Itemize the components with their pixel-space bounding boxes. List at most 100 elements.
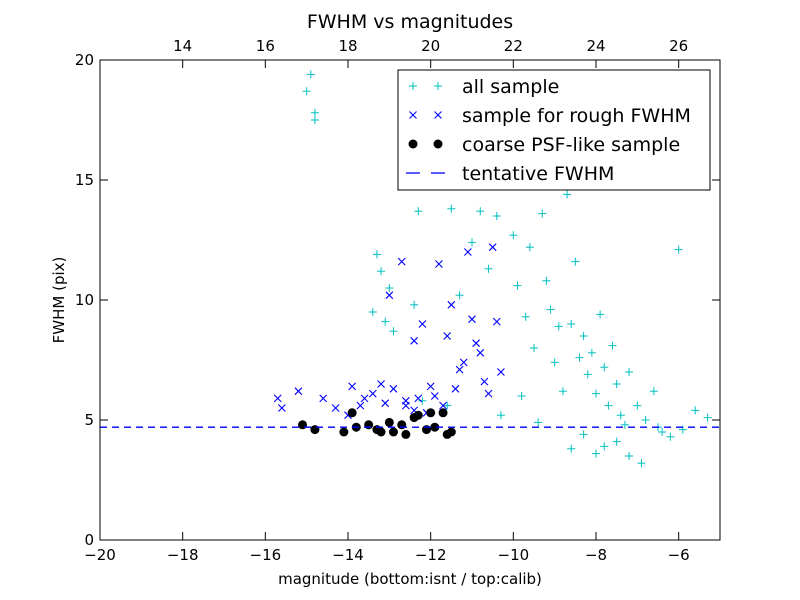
rough-fwhm-point	[484, 389, 493, 398]
all-sample-point	[418, 396, 427, 405]
psf-like-point	[430, 422, 440, 432]
rough-fwhm-point	[389, 384, 398, 393]
x-marker-b	[443, 332, 452, 340]
x-marker-b	[463, 248, 472, 256]
x-tick-label: −10	[498, 546, 530, 564]
x-axis-label: magnitude (bottom:isnt / top:calib)	[278, 570, 542, 588]
all-sample-point	[368, 308, 377, 316]
legend-marker	[434, 82, 442, 90]
legend-label: tentative FWHM	[462, 163, 614, 185]
x-marker-b	[455, 365, 464, 374]
rough-fwhm-point	[410, 336, 419, 345]
legend-label: all sample	[462, 76, 559, 98]
all-sample-point	[579, 430, 588, 439]
all-sample-point	[674, 245, 683, 254]
all-sample-point	[625, 368, 634, 376]
x-marker-b	[348, 382, 357, 391]
legend-label: sample for rough FWHM	[462, 105, 691, 127]
all-sample-point	[546, 305, 555, 314]
legend-marker	[434, 111, 442, 119]
circle-marker	[413, 410, 423, 420]
all-sample-point	[468, 238, 476, 247]
x-marker-b	[418, 320, 427, 328]
rough-fwhm-point	[468, 315, 476, 324]
circle-marker	[408, 139, 418, 149]
x-marker-b	[360, 394, 369, 403]
circle-marker	[397, 420, 407, 430]
top-x-tick-label: 18	[338, 37, 357, 55]
psf-like-point	[438, 408, 448, 418]
all-sample-point	[381, 317, 390, 326]
rough-fwhm-point	[277, 404, 286, 412]
y-axis-label: FWHM (pix)	[50, 257, 68, 344]
legend-marker	[409, 82, 417, 90]
x-marker-b	[381, 399, 390, 408]
rough-fwhm-point	[430, 392, 439, 400]
all-sample-point	[455, 291, 464, 300]
x-tick-label: −18	[167, 546, 199, 564]
circle-marker	[310, 425, 320, 435]
x-marker-b	[492, 317, 501, 326]
all-sample-point	[620, 420, 629, 429]
x-marker-b	[397, 257, 406, 266]
x-marker-b	[497, 368, 505, 376]
top-x-tick-label: 16	[256, 37, 275, 55]
x-marker-b	[472, 339, 481, 348]
all-sample-point	[625, 452, 634, 460]
rough-fwhm-point	[497, 368, 505, 376]
plot-area	[100, 70, 720, 468]
y-tick-label: 5	[84, 411, 94, 429]
x-marker-b	[468, 315, 476, 324]
all-sample-point	[637, 459, 646, 468]
all-sample-point	[377, 267, 386, 276]
x-marker-b	[385, 291, 394, 300]
all-sample-point	[612, 437, 621, 446]
rough-fwhm-point	[472, 339, 481, 348]
circle-marker	[384, 417, 394, 427]
all-sample-point	[530, 344, 538, 352]
all-sample-point	[476, 207, 485, 216]
x-tick-label: −8	[585, 546, 607, 564]
circle-marker	[298, 420, 308, 430]
x-marker-b	[356, 401, 365, 410]
x-marker-b	[377, 380, 385, 388]
legend-marker	[409, 111, 417, 119]
x-marker-b	[447, 300, 456, 309]
psf-like-point	[310, 425, 320, 435]
circle-marker	[388, 427, 398, 437]
all-sample-point	[385, 284, 394, 292]
rough-fwhm-point	[418, 320, 427, 328]
all-sample-point	[517, 392, 526, 400]
x-marker-b	[389, 384, 398, 393]
all-sample-point	[600, 442, 609, 451]
all-sample-point	[567, 444, 576, 453]
rough-fwhm-point	[455, 365, 464, 374]
rough-fwhm-point	[447, 300, 456, 309]
rough-fwhm-point	[480, 377, 489, 386]
chart-title: FWHM vs magnitudes	[307, 11, 513, 33]
top-x-tick-label: 20	[421, 37, 440, 55]
x-marker-b	[277, 404, 286, 412]
rough-fwhm-point	[476, 348, 485, 357]
all-sample-point	[612, 380, 621, 388]
all-sample-point	[575, 353, 584, 362]
rough-fwhm-point	[401, 396, 410, 405]
x-marker-b	[488, 243, 497, 252]
all-sample-point	[567, 320, 576, 328]
x-marker-b	[459, 358, 468, 367]
x-marker-b	[480, 377, 489, 386]
psf-like-point	[426, 408, 436, 418]
all-sample-point	[554, 322, 563, 331]
all-sample-point	[513, 281, 522, 290]
legend-marker	[408, 139, 418, 149]
y-tick-label: 10	[75, 291, 94, 309]
psf-like-point	[376, 427, 386, 437]
psf-like-point	[384, 417, 394, 427]
rough-fwhm-point	[331, 404, 340, 412]
all-sample-point	[389, 327, 398, 336]
all-sample-point	[703, 413, 712, 422]
rough-fwhm-point	[492, 317, 501, 326]
x-marker-b	[319, 394, 328, 403]
x-marker-b	[426, 382, 435, 391]
x-marker-b	[476, 348, 485, 357]
